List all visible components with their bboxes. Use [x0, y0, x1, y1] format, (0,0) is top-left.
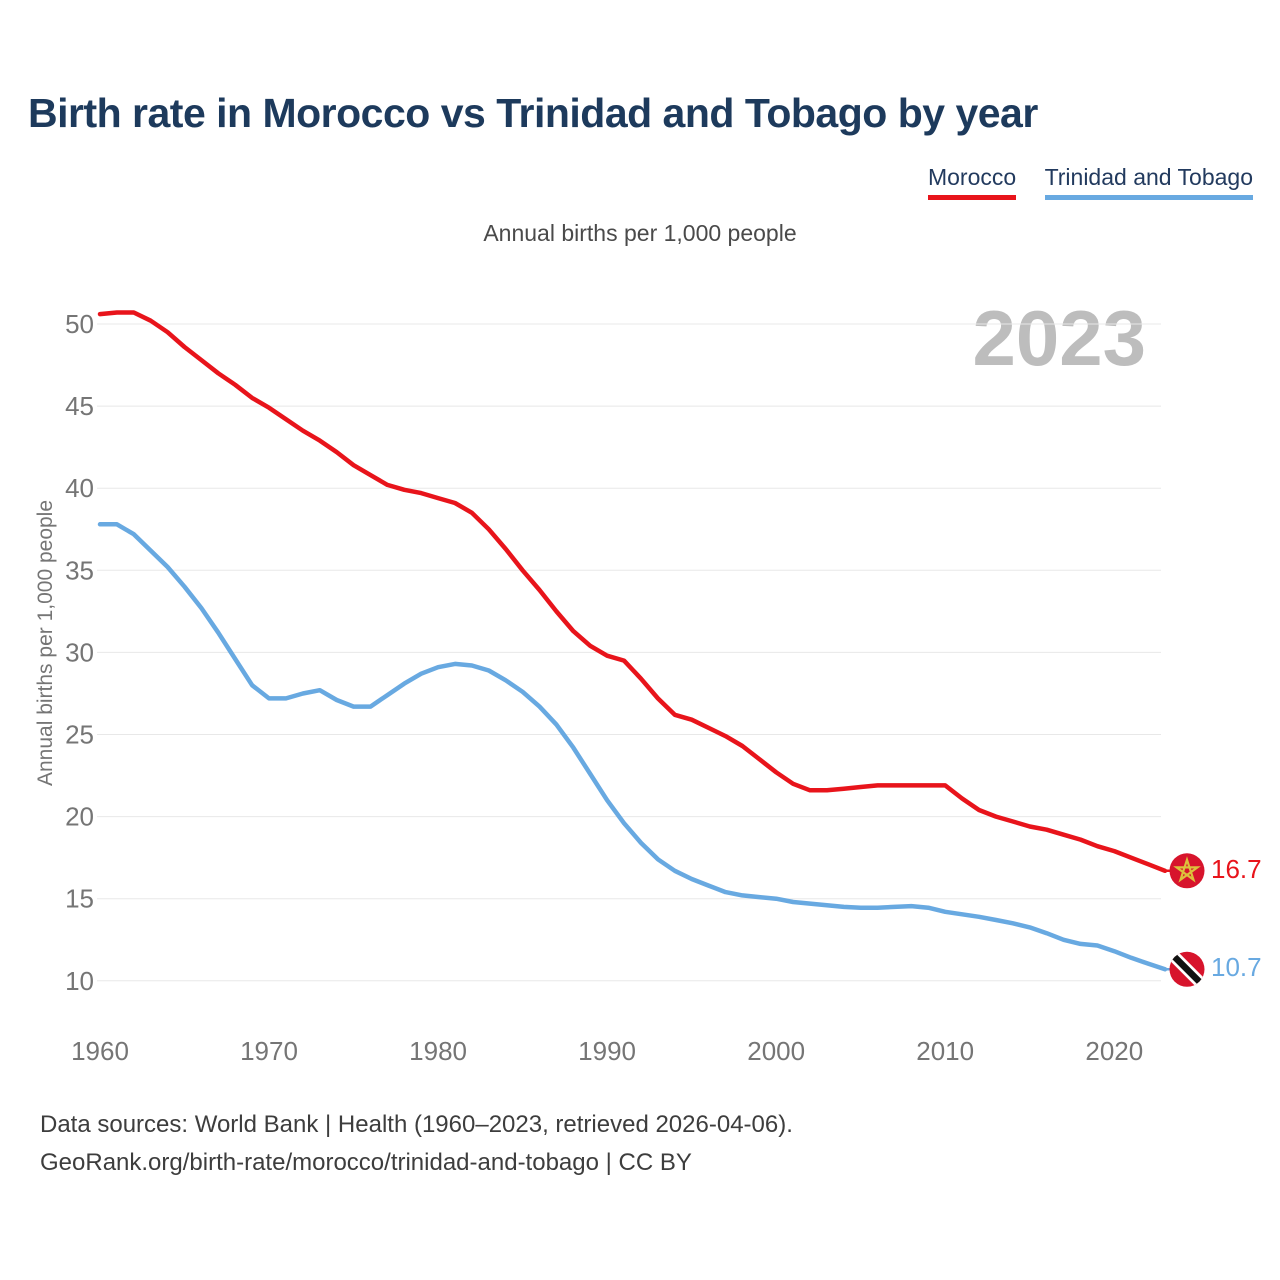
x-tick-label-1960: 1960: [71, 1036, 129, 1066]
legend-item-trinidad-and-tobago[interactable]: Trinidad and Tobago: [1044, 164, 1253, 200]
morocco-flag-icon: [1163, 853, 1205, 889]
x-tick-label-1990: 1990: [578, 1036, 636, 1066]
y-tick-label-25: 25: [65, 720, 94, 750]
x-tick-label-1980: 1980: [409, 1036, 467, 1066]
series-line-trinidad-and-tobago: [97, 522, 1168, 972]
footer-sources-line: Data sources: World Bank | Health (1960–…: [40, 1111, 793, 1138]
x-tick-label-2000: 2000: [747, 1036, 805, 1066]
x-tick-label-1970: 1970: [240, 1036, 298, 1066]
legend-item-morocco[interactable]: Morocco: [927, 164, 1017, 200]
chart-subtitle: Annual births per 1,000 people: [483, 220, 797, 246]
y-tick-label-30: 30: [65, 637, 94, 667]
footer-attribution-line: GeoRank.org/birth-rate/morocco/trinidad-…: [40, 1149, 692, 1176]
footer: Data sources: World Bank | Health (1960–…: [40, 1106, 793, 1182]
x-tick-label-2020: 2020: [1085, 1036, 1143, 1066]
y-tick-label-40: 40: [65, 473, 94, 503]
y-tick-label-35: 35: [65, 555, 94, 585]
y-tick-label-45: 45: [65, 391, 94, 421]
legend: Morocco Trinidad and Tobago: [906, 164, 1253, 200]
y-tick-label-50: 50: [65, 309, 94, 339]
end-value-trinidad-and-tobago: 10.7: [1211, 952, 1262, 983]
y-tick-label-15: 15: [65, 884, 94, 914]
x-tick-label-2010: 2010: [916, 1036, 974, 1066]
y-tick-label-10: 10: [65, 966, 94, 996]
watermark-year: 2023: [972, 294, 1146, 382]
end-value-morocco: 16.7: [1211, 853, 1262, 884]
series-line-morocco: [97, 310, 1168, 874]
y-tick-label-20: 20: [65, 802, 94, 832]
page-title: Birth rate in Morocco vs Trinidad and To…: [28, 90, 1038, 136]
trinidad-and-tobago-flag-icon: [1163, 951, 1205, 987]
